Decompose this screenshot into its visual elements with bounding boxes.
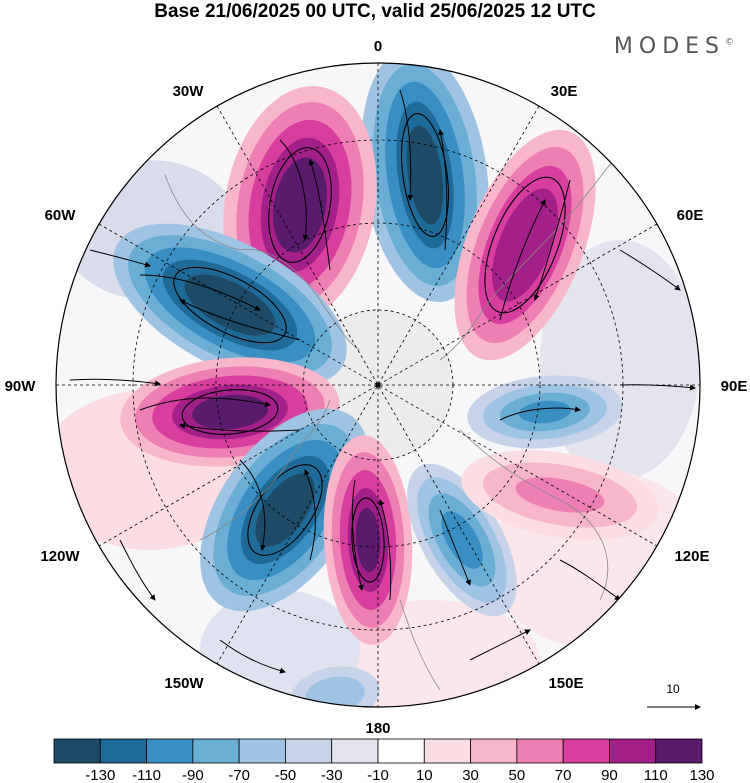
north-pole-marker — [375, 382, 381, 388]
contour — [351, 497, 385, 583]
colorbar-tick-label: -30 — [321, 767, 343, 783]
lon-label-120w: 120W — [40, 548, 80, 565]
colorbar-tick-label: -10 — [367, 767, 389, 783]
streamline — [304, 469, 316, 561]
meridian-60w-120e — [98, 223, 658, 547]
streamline — [308, 159, 331, 271]
brand-text: MODES — [613, 34, 725, 59]
coastline — [199, 399, 331, 541]
streamline — [139, 397, 271, 411]
streamline — [559, 559, 621, 601]
colorbar: -130 -110 -90 -70 -50 -30 -10 10 30 50 70 90 110 130 — [53, 738, 715, 783]
meridian-30e-150w — [216, 105, 540, 665]
streamline — [89, 249, 151, 268]
streamline — [619, 384, 696, 391]
contours — [173, 112, 566, 583]
lon-label-0: 0 — [374, 38, 382, 55]
reference-vector: 10 — [647, 682, 701, 710]
contour — [181, 389, 279, 435]
coastline — [399, 599, 441, 691]
brand-mark: © — [725, 37, 734, 48]
colorbar-swatch — [53, 738, 101, 764]
colorbar-swatch — [285, 738, 333, 764]
colorbar-swatch — [516, 738, 564, 764]
coastline — [164, 174, 361, 351]
colorbar-swatch — [192, 738, 240, 764]
streamline — [179, 422, 301, 432]
colorbar-swatch — [146, 738, 194, 764]
colorbar-tick-label: 10 — [416, 767, 433, 783]
colorbar-tick-label: -110 — [132, 767, 161, 783]
lon-label-120e: 120E — [674, 548, 709, 565]
streamline — [119, 539, 156, 601]
contour — [268, 147, 332, 263]
contour — [401, 112, 449, 238]
lon-label-60w: 60W — [45, 207, 77, 224]
colorbar-swatch — [655, 738, 703, 764]
meridian-30w-150e — [216, 105, 540, 665]
lon-label-30e: 30E — [551, 83, 578, 100]
page-title: Base 21/06/2025 00 UTC, valid 25/06/2025… — [154, 1, 596, 22]
lobe-ural-low — [467, 375, 623, 449]
colorbar-swatch — [609, 738, 657, 764]
colorbar-tick-label: 110 — [644, 767, 668, 783]
colorbar-tick-label: -50 — [275, 767, 297, 783]
brand-logo: MODES© — [614, 34, 734, 59]
lon-label-30w: 30W — [173, 83, 205, 100]
contour — [247, 464, 323, 556]
streamline — [619, 249, 681, 291]
meridian-60e-120w — [98, 223, 658, 547]
lon-label-150e: 150E — [548, 675, 583, 692]
streamline — [499, 406, 581, 421]
colorbar-tick-label: 70 — [555, 767, 572, 783]
longitude-labels: 0 30E 60E 90E 120E 150E 180 150W 120W 90… — [5, 38, 748, 737]
streamline — [469, 629, 531, 661]
coastline — [459, 429, 609, 601]
colorbar-swatch — [470, 738, 518, 764]
colorbar-tick-label: 50 — [509, 767, 526, 783]
streamline — [378, 499, 392, 601]
contour — [173, 266, 287, 344]
colorbar-swatch — [423, 738, 471, 764]
colorbar-tick-label: -90 — [182, 767, 204, 783]
colorbar-tick-label: -130 — [85, 767, 115, 783]
colorbar-tick-label: 30 — [462, 767, 479, 783]
colorbar-tick-label: -70 — [228, 767, 250, 783]
contour — [484, 176, 566, 314]
colorbar-tick-label: 90 — [601, 767, 618, 783]
streamline — [139, 274, 261, 311]
colorbar-swatch — [377, 738, 425, 764]
streamline — [439, 509, 471, 586]
lon-label-60e: 60E — [677, 207, 704, 224]
map-boundary — [55, 62, 701, 708]
streamline — [219, 639, 286, 674]
streamline — [179, 299, 301, 341]
lon-label-90w: 90W — [5, 378, 37, 395]
streamline — [69, 378, 161, 387]
streamline — [533, 179, 571, 301]
lon-label-150w: 150W — [164, 675, 204, 692]
colorbar-tick-label: 130 — [689, 767, 714, 783]
streamline — [499, 199, 546, 321]
reference-vector-label: 10 — [666, 682, 680, 696]
lon-label-180: 180 — [365, 720, 390, 737]
streamline — [438, 129, 448, 251]
colorbar-swatch — [99, 738, 147, 764]
streamline — [239, 459, 266, 551]
colorbar-swatch — [331, 738, 379, 764]
polar-map — [56, 63, 700, 707]
lon-label-90e: 90E — [721, 378, 748, 395]
streamline — [399, 89, 414, 201]
streamline — [351, 479, 364, 591]
lobe-siberia-low — [407, 463, 517, 617]
colorbar-swatch — [238, 738, 286, 764]
colorbar-swatch — [562, 738, 610, 764]
wind-streamlines — [69, 89, 696, 674]
streamline — [279, 139, 309, 241]
latitude-circle — [215, 222, 541, 548]
